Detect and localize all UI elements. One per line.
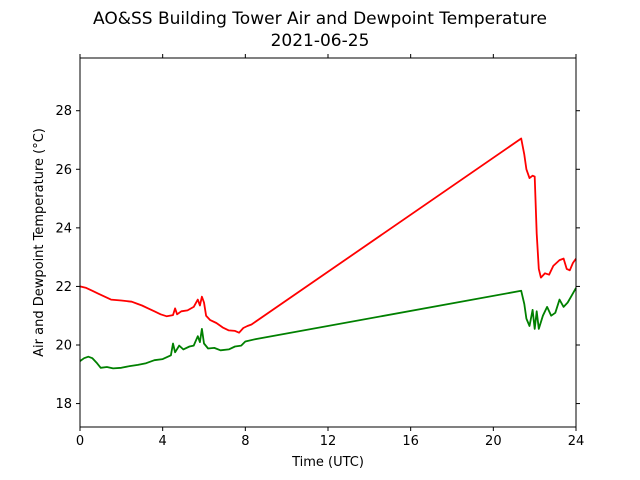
y-tick-label-24: 24 xyxy=(55,221,72,236)
x-axis-label: Time (UTC) xyxy=(291,455,364,470)
x-tick-label-20: 20 xyxy=(485,434,502,449)
y-tick-label-20: 20 xyxy=(55,339,72,354)
series-line-1 xyxy=(79,137,577,334)
y-tick-label-28: 28 xyxy=(55,104,72,119)
series-layer xyxy=(79,137,577,370)
y-tick-label-26: 26 xyxy=(55,163,72,178)
y-tick-label-22: 22 xyxy=(55,280,72,295)
series-line-2 xyxy=(79,287,577,370)
x-tick-label-8: 8 xyxy=(241,434,249,449)
ticks-layer: 0 4 8 12 16 20 24 18 20 22 24 26 28 xyxy=(55,54,584,449)
y-axis-label: Air and Dewpoint Temperature (°C) xyxy=(32,128,47,357)
x-tick-label-24: 24 xyxy=(568,434,585,449)
x-tick-label-12: 12 xyxy=(320,434,337,449)
y-tick-label-18: 18 xyxy=(55,397,72,412)
x-tick-label-16: 16 xyxy=(402,434,419,449)
chart-subtitle: 2021-06-25 xyxy=(271,31,370,51)
x-tick-label-4: 4 xyxy=(159,434,167,449)
plot-frame xyxy=(79,57,577,428)
x-tick-label-0: 0 xyxy=(76,434,84,449)
chart-title: AO&SS Building Tower Air and Dewpoint Te… xyxy=(93,9,547,29)
